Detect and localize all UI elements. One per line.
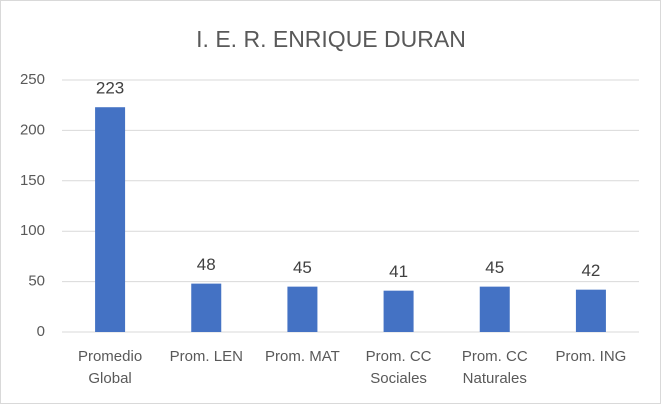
bar bbox=[95, 107, 126, 332]
data-label: 45 bbox=[293, 258, 312, 277]
y-tick-label: 250 bbox=[20, 71, 45, 88]
data-label: 48 bbox=[197, 255, 216, 274]
x-tick-label: Prom. LEN bbox=[169, 348, 243, 365]
bar bbox=[383, 290, 414, 332]
data-label: 223 bbox=[96, 79, 124, 98]
x-tick-label: Promedio Global bbox=[77, 348, 143, 387]
y-tick-label: 0 bbox=[37, 323, 45, 340]
y-tick-label: 200 bbox=[20, 121, 45, 138]
x-tick-label: Prom. ING bbox=[555, 348, 627, 365]
data-label: 45 bbox=[485, 258, 504, 277]
y-tick-label: 150 bbox=[20, 172, 45, 189]
bar bbox=[575, 289, 606, 332]
data-label: 42 bbox=[581, 261, 600, 280]
data-label: 41 bbox=[389, 262, 408, 281]
bar bbox=[191, 283, 222, 332]
bar bbox=[287, 286, 318, 332]
y-tick-label: 50 bbox=[28, 273, 45, 290]
x-tick-label: Prom. MAT bbox=[265, 348, 340, 365]
x-tick-label: Prom. CC Naturales bbox=[461, 348, 528, 387]
chart-title: I. E. R. ENRIQUE DURAN bbox=[196, 26, 466, 52]
y-tick-label: 100 bbox=[20, 222, 45, 239]
x-tick-label: Prom. CC Sociales bbox=[365, 348, 432, 387]
bar bbox=[479, 286, 510, 332]
